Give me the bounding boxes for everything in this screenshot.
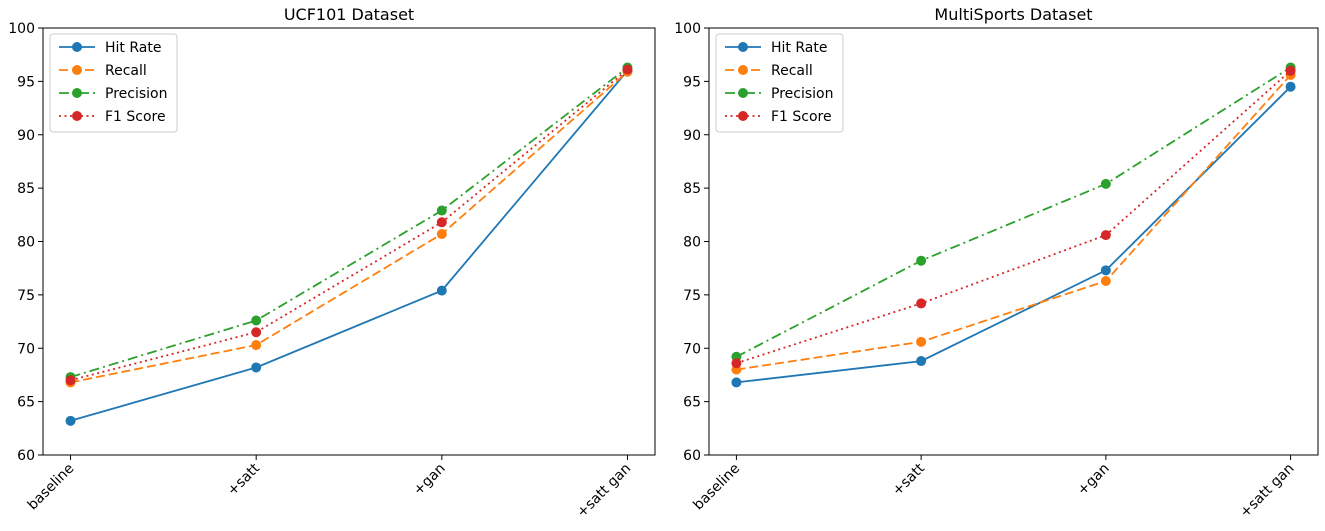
legend-swatch-marker bbox=[738, 42, 748, 52]
legend-swatch-marker bbox=[72, 65, 82, 75]
legend-label: Precision bbox=[771, 86, 833, 102]
y-tick-label: 75 bbox=[17, 288, 35, 304]
legend-swatch-marker bbox=[738, 88, 748, 98]
legend-swatch-marker bbox=[72, 42, 82, 52]
legend-label: Hit Rate bbox=[105, 40, 161, 56]
data-point bbox=[1100, 275, 1111, 286]
x-tick-label: baseline bbox=[690, 461, 743, 514]
legend-box bbox=[49, 33, 178, 133]
legend-label: Hit Rate bbox=[771, 40, 827, 56]
data-point bbox=[1100, 265, 1111, 276]
data-point bbox=[1285, 65, 1296, 76]
series-line bbox=[736, 70, 1292, 365]
legend-label: F1 Score bbox=[771, 109, 832, 125]
data-point bbox=[1100, 178, 1111, 189]
data-point bbox=[436, 229, 447, 240]
data-point bbox=[916, 298, 927, 309]
x-tick-label: +gan bbox=[410, 461, 448, 499]
data-point bbox=[731, 358, 742, 369]
y-tick-label: 80 bbox=[17, 235, 35, 251]
data-point bbox=[436, 285, 447, 296]
legend: Hit Rate Recall Precision F1 Score bbox=[49, 33, 178, 133]
x-tick-label: baseline bbox=[25, 461, 78, 514]
chart-title: MultiSports Dataset bbox=[934, 5, 1092, 24]
data-point bbox=[622, 64, 633, 75]
data-point bbox=[436, 205, 447, 216]
legend-swatch-marker bbox=[738, 65, 748, 75]
data-point bbox=[436, 217, 447, 228]
x-tick-label: +gan bbox=[1074, 461, 1112, 499]
series-line bbox=[736, 86, 1292, 384]
series-line bbox=[736, 74, 1292, 371]
y-tick-label: 60 bbox=[683, 448, 701, 464]
legend: Hit Rate Recall Precision F1 Score bbox=[715, 33, 844, 133]
y-tick-label: 70 bbox=[17, 341, 35, 357]
legend-swatch-marker bbox=[738, 111, 748, 121]
series-line bbox=[70, 71, 629, 384]
data-point bbox=[65, 375, 76, 386]
y-tick-label: 70 bbox=[683, 341, 701, 357]
legend-box bbox=[715, 33, 844, 133]
y-tick-label: 90 bbox=[683, 128, 701, 144]
legend-label: Recall bbox=[105, 63, 147, 79]
legend-label: F1 Score bbox=[105, 109, 166, 125]
series-f1-score bbox=[65, 64, 633, 386]
chart-ucf101: UCF101 Dataset 60 65 70 75 80 85 90 95 100 baselin… bbox=[8, 5, 656, 521]
series-line bbox=[735, 66, 1292, 358]
x-tick-label: +satt gan bbox=[1237, 461, 1297, 521]
series-line bbox=[70, 70, 629, 422]
plot-frame bbox=[42, 27, 656, 456]
series-f1-score bbox=[731, 65, 1296, 369]
chart-title: UCF101 Dataset bbox=[284, 5, 414, 24]
data-point bbox=[251, 362, 262, 373]
data-point bbox=[1285, 81, 1296, 92]
series-line bbox=[70, 66, 629, 378]
y-tick-label: 75 bbox=[683, 288, 701, 304]
data-point bbox=[251, 340, 262, 351]
series-hit-rate bbox=[731, 81, 1296, 388]
data-point bbox=[251, 315, 262, 326]
legend-label: Recall bbox=[771, 63, 813, 79]
chart-multisports: MultiSports Dataset 60 65 70 75 80 85 90 95 100 ba… bbox=[674, 5, 1319, 521]
plot-frame bbox=[708, 27, 1319, 456]
y-tick-label: 65 bbox=[683, 395, 701, 411]
y-tick-label: 65 bbox=[17, 395, 35, 411]
y-tick-label: 90 bbox=[17, 128, 35, 144]
y-tick-label: 85 bbox=[683, 181, 701, 197]
y-tick-label: 100 bbox=[8, 21, 35, 37]
x-tick-label: +satt bbox=[224, 460, 263, 499]
y-tick-label: 60 bbox=[17, 448, 35, 464]
y-tick-label: 95 bbox=[17, 74, 35, 90]
data-point bbox=[251, 327, 262, 338]
y-tick-label: 85 bbox=[17, 181, 35, 197]
data-point bbox=[916, 336, 927, 347]
data-point bbox=[65, 415, 76, 426]
data-point bbox=[916, 255, 927, 266]
x-tick-label: +satt bbox=[889, 460, 928, 499]
y-tick-label: 95 bbox=[683, 74, 701, 90]
legend-swatch-marker bbox=[72, 88, 82, 98]
data-point bbox=[1100, 230, 1111, 241]
x-tick-label: +satt gan bbox=[574, 461, 634, 521]
legend-swatch-marker bbox=[72, 111, 82, 121]
data-point bbox=[916, 356, 927, 367]
y-tick-label: 80 bbox=[683, 235, 701, 251]
legend-label: Precision bbox=[105, 86, 167, 102]
y-tick-label: 100 bbox=[674, 21, 701, 37]
data-point bbox=[731, 377, 742, 388]
